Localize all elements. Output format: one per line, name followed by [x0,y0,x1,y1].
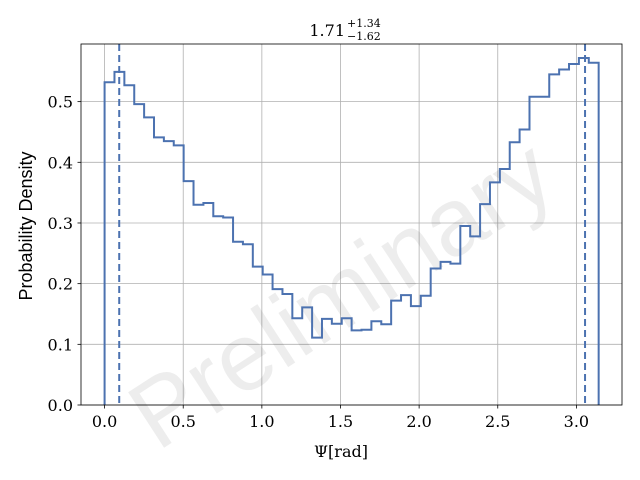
x-axis-ticks: 0.0 0.5 1.0 1.5 2.0 2.5 3.0 [92,405,589,431]
plot-frame [80,43,623,406]
x-tick-label: 1.5 [328,412,353,431]
x-tick-label: 0.5 [170,412,195,431]
y-tick-label: 0.5 [48,93,73,112]
series [103,56,600,405]
y-tick-label: 0.3 [48,214,73,233]
x-tick-label: 3.0 [564,412,589,431]
x-tick-label: 2.5 [485,412,510,431]
y-tick-label: 0.4 [48,153,73,172]
x-tick-label: 2.0 [406,412,431,431]
y-axis-label: Probability Density [16,151,36,300]
y-axis-ticks: 0.0 0.1 0.2 0.3 0.4 0.5 [48,93,81,415]
histogram-step-line [103,56,600,405]
x-tick-label: 1.0 [249,412,274,431]
grid [81,44,622,406]
credible-interval-lines [118,44,587,405]
x-tick-label: 0.0 [92,412,117,431]
chart-title-value: 1.71 [309,21,345,40]
chart-title-upper: +1.34 [347,17,381,30]
x-axis-label: Ψ[rad] [314,442,368,461]
y-tick-label: 0.1 [48,335,73,354]
chart-title-lower: −1.62 [347,30,381,43]
y-tick-label: 0.2 [48,275,73,294]
y-tick-label: 0.0 [48,396,73,415]
